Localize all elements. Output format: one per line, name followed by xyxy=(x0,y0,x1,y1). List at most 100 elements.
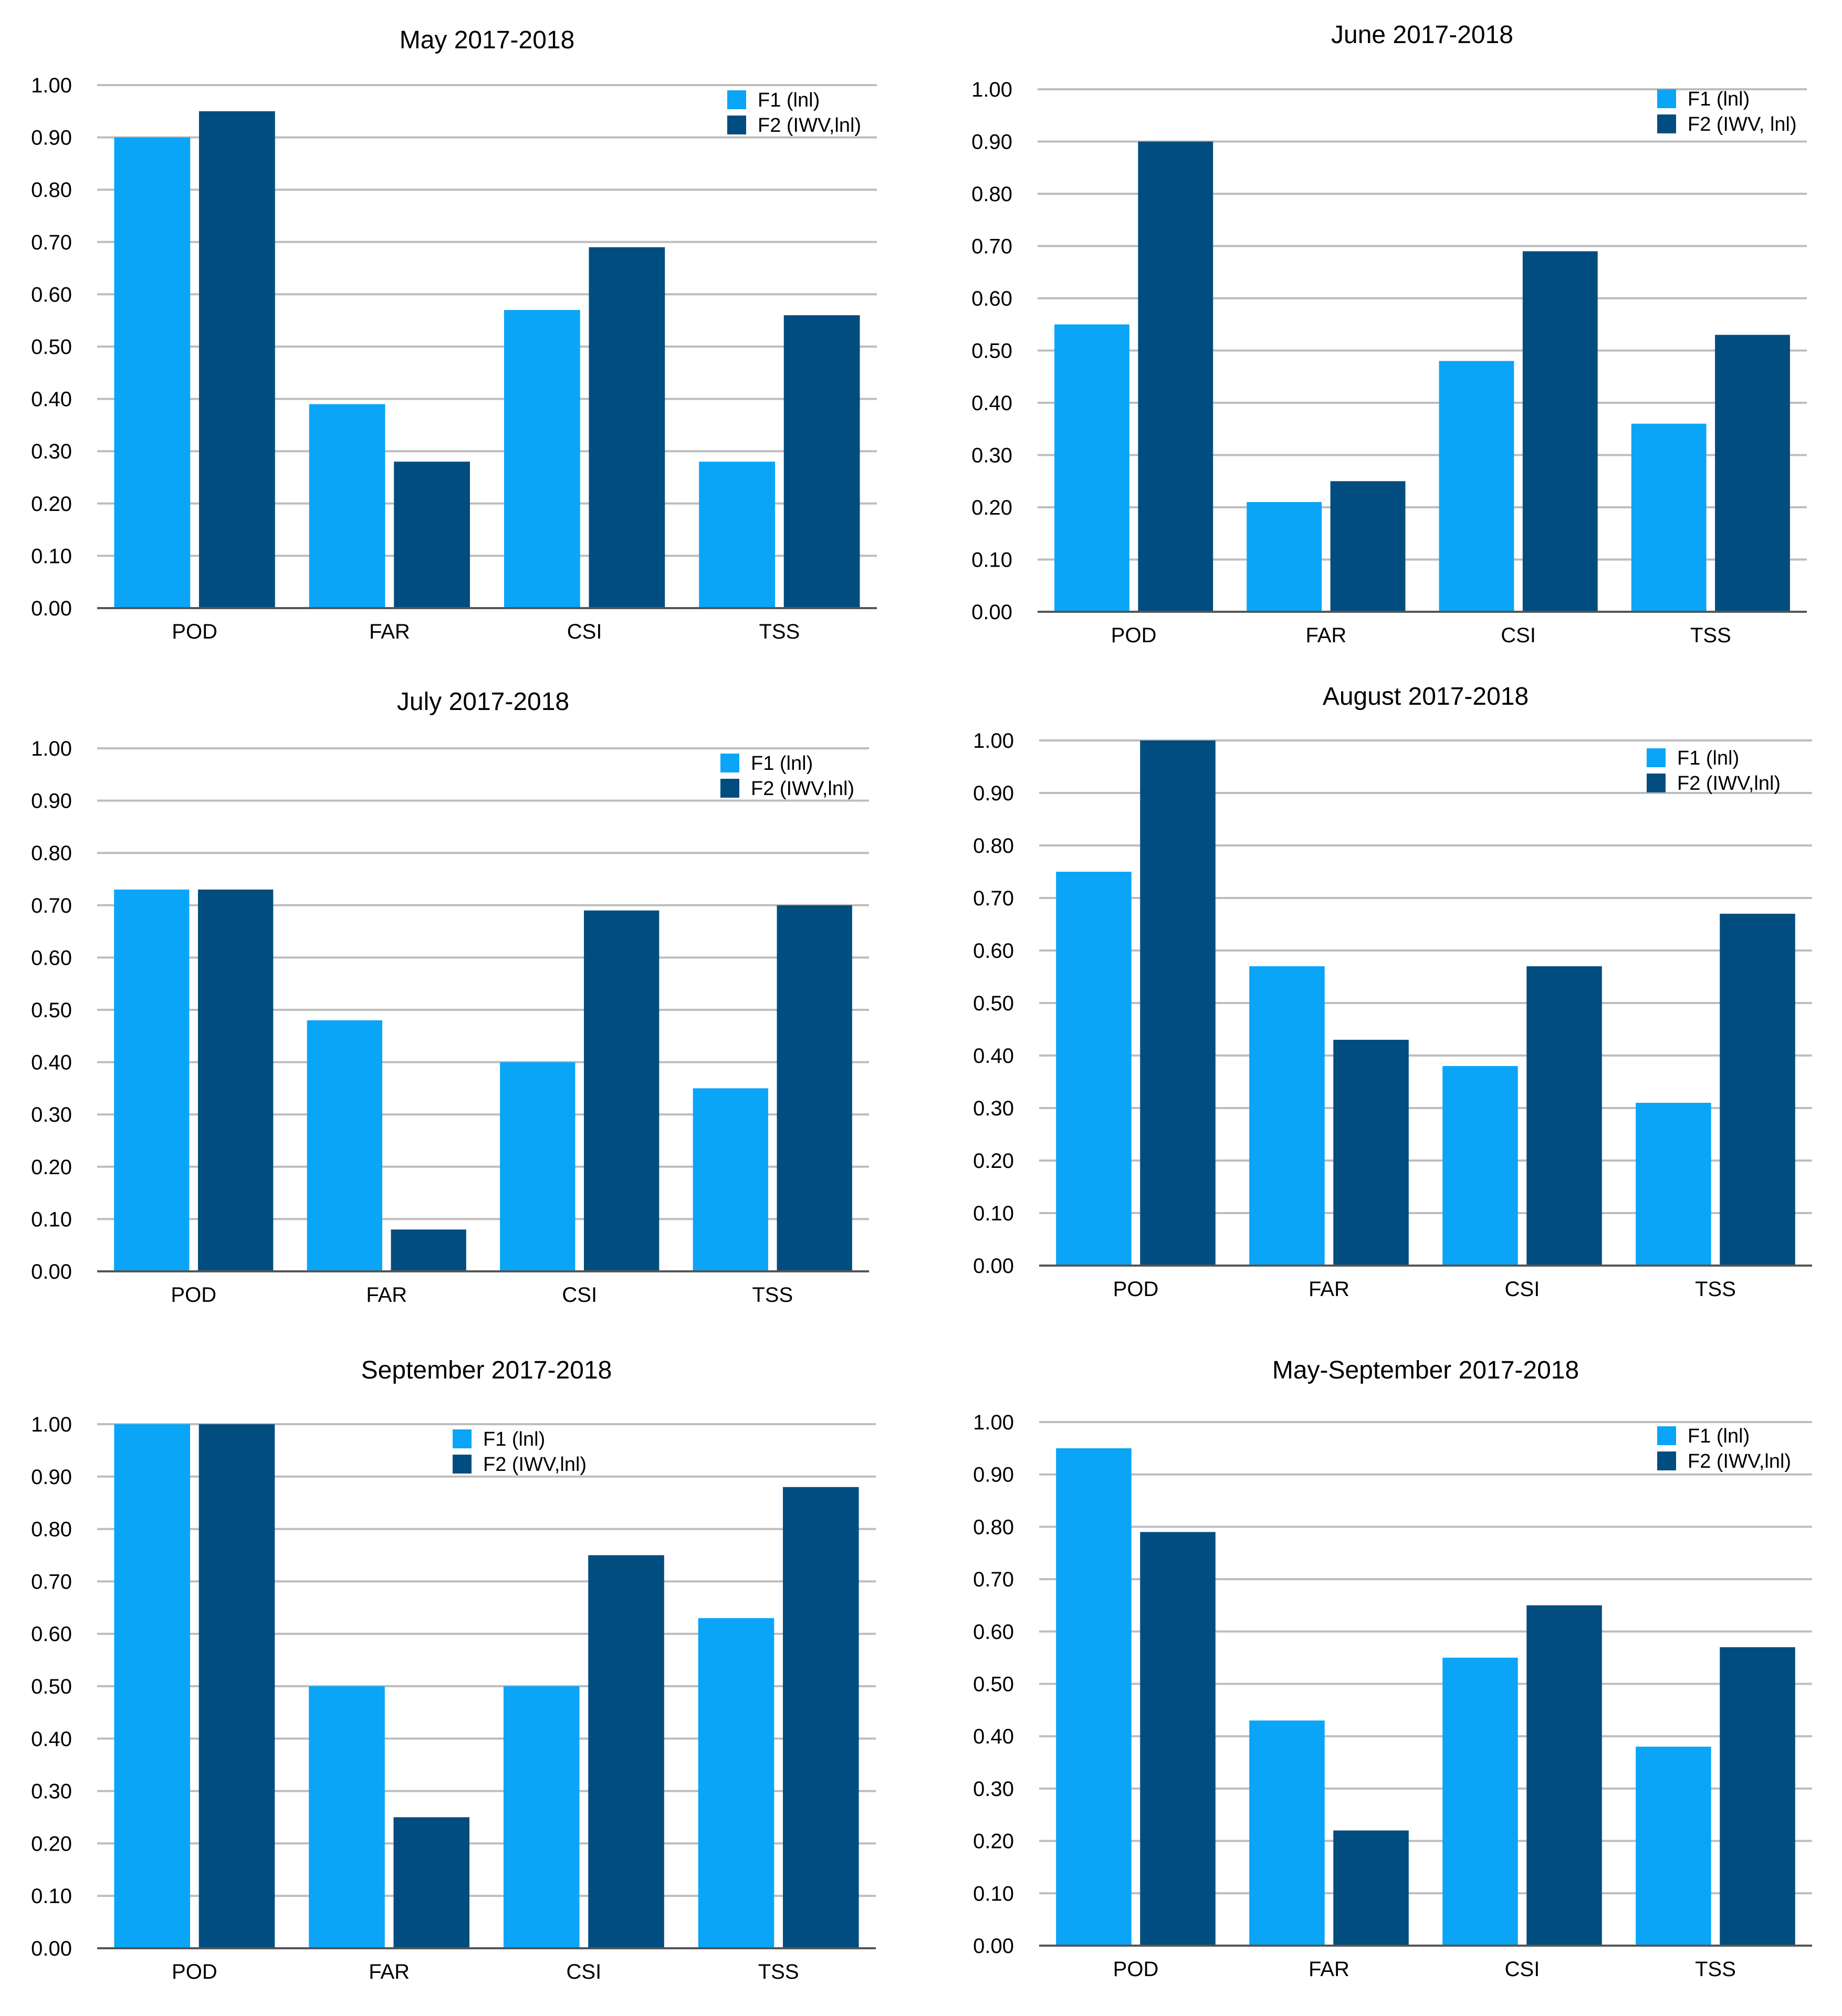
y-tick-label: 0.90 xyxy=(31,127,72,150)
chart-title: June 2017-2018 xyxy=(1331,21,1513,49)
chart-title: July 2017-2018 xyxy=(397,688,569,716)
bar-f1-csi xyxy=(503,1686,580,1948)
legend-label-f2: F2 (IWV,lnl) xyxy=(1677,772,1781,795)
legend-label-f1: F1 (lnl) xyxy=(483,1428,545,1450)
y-tick-label: 0.00 xyxy=(971,601,1012,624)
chart-svg: September 2017-2018 0.00 0.10 0.20 0.30 0.40 0… xyxy=(31,1356,876,1983)
chart-svg: July 2017-2018 0.00 0.10 0.20 0.30 0.40 0.50 0.… xyxy=(31,688,869,1307)
x-tick-label: CSI xyxy=(567,620,602,643)
y-tick-label: 0.80 xyxy=(971,183,1012,206)
bar-f1-tss xyxy=(698,1618,775,1948)
y-tick-label: 0.60 xyxy=(31,946,72,969)
x-tick-label: TSS xyxy=(758,1960,799,1983)
bar-f2-tss xyxy=(777,905,852,1271)
y-tick-label: 0.00 xyxy=(973,1935,1014,1958)
y-tick-label: 0.50 xyxy=(31,1675,72,1698)
x-tick-label: CSI xyxy=(1501,624,1536,647)
bar-f2-tss xyxy=(1720,1647,1795,1946)
y-tick-label: 0.60 xyxy=(31,1623,72,1646)
y-tick-label: 0.80 xyxy=(973,1516,1014,1539)
legend-label-f1: F1 (lnl) xyxy=(751,753,813,775)
y-tick-label: 0.10 xyxy=(31,545,72,568)
chart-august: August 2017-2018 0.00 0.10 0.20 0.30 0.40 0.50… xyxy=(921,667,1842,1334)
bar-f2-csi xyxy=(1522,251,1598,612)
bar-f2-far xyxy=(391,1229,466,1271)
bar-f2-csi xyxy=(584,910,660,1271)
legend-label-f2: F2 (IWV, lnl) xyxy=(1688,113,1797,135)
y-tick-label: 0.40 xyxy=(31,1728,72,1751)
bar-f2-pod xyxy=(198,111,275,609)
bar-f1-pod xyxy=(1056,872,1132,1266)
legend-label-f2: F2 (IWV,lnl) xyxy=(483,1454,587,1476)
bar-f1-far xyxy=(1247,502,1322,612)
bar-f1-csi xyxy=(1439,361,1514,612)
bar-f2-far xyxy=(394,462,470,608)
chart-june: June 2017-2018 0.00 0.10 0.20 0.30 0.40 0.50 0.… xyxy=(921,0,1842,667)
y-tick-label: 0.00 xyxy=(31,1937,72,1960)
y-tick-label: 0.20 xyxy=(971,496,1012,519)
y-tick-label: 0.70 xyxy=(973,1568,1014,1591)
legend-swatch-f1 xyxy=(727,90,746,109)
y-tick-label: 0.90 xyxy=(973,782,1014,805)
chart-title: May 2017-2018 xyxy=(400,26,575,54)
x-tick-label: POD xyxy=(1111,624,1157,647)
y-tick-label: 0.70 xyxy=(31,1570,72,1593)
y-tick-label: 0.80 xyxy=(31,842,72,865)
legend-label-f1: F1 (lnl) xyxy=(1688,1425,1750,1447)
y-tick-label: 0.50 xyxy=(31,336,72,359)
bar-f2-far xyxy=(1330,481,1406,612)
bar-f1-csi xyxy=(504,310,580,608)
y-tick-label: 0.30 xyxy=(31,440,72,463)
y-tick-label: 0.10 xyxy=(31,1885,72,1908)
y-tick-label: 0.70 xyxy=(973,887,1014,910)
y-tick-label: 0.00 xyxy=(31,597,72,620)
legend-swatch-f2 xyxy=(727,116,746,134)
legend-swatch-f1 xyxy=(453,1429,472,1448)
chart-title: August 2017-2018 xyxy=(1323,683,1529,711)
y-tick-label: 1.00 xyxy=(973,1411,1014,1434)
y-tick-label: 0.90 xyxy=(31,1466,72,1489)
y-tick-label: 0.70 xyxy=(31,894,72,917)
bar-f1-tss xyxy=(699,462,776,608)
bar-f1-tss xyxy=(1636,1103,1711,1266)
y-tick-label: 0.20 xyxy=(31,493,72,516)
bar-f2-far xyxy=(1333,1830,1409,1946)
x-tick-label: CSI xyxy=(562,1283,597,1307)
bar-f1-pod xyxy=(114,137,191,609)
chart-svg: June 2017-2018 0.00 0.10 0.20 0.30 0.40 0.50 0.… xyxy=(971,21,1807,647)
bar-f1-pod xyxy=(114,1424,191,1948)
x-tick-label: CSI xyxy=(1505,1278,1540,1301)
y-tick-label: 1.00 xyxy=(31,737,72,760)
x-tick-label: TSS xyxy=(1695,1278,1736,1301)
legend-label-f2: F2 (IWV,lnl) xyxy=(1688,1450,1791,1472)
y-tick-label: 0.00 xyxy=(973,1255,1014,1278)
bar-f1-tss xyxy=(693,1088,768,1271)
bar-f2-pod xyxy=(198,889,274,1271)
bar-f1-csi xyxy=(1442,1657,1518,1946)
y-tick-label: 0.80 xyxy=(973,834,1014,858)
bar-f1-tss xyxy=(1631,423,1707,612)
y-tick-label: 0.50 xyxy=(973,992,1014,1015)
x-tick-label: TSS xyxy=(1690,624,1731,647)
y-tick-label: 0.10 xyxy=(973,1882,1014,1905)
bar-f2-far xyxy=(1333,1040,1409,1266)
chart-svg: August 2017-2018 0.00 0.10 0.20 0.30 0.40 0.50… xyxy=(973,683,1812,1301)
x-tick-label: TSS xyxy=(752,1283,793,1307)
y-tick-label: 0.60 xyxy=(973,939,1014,963)
y-tick-label: 0.20 xyxy=(31,1156,72,1179)
bar-f2-tss xyxy=(1720,914,1795,1266)
x-tick-label: FAR xyxy=(1309,1278,1349,1301)
legend-label-f1: F1 (lnl) xyxy=(1688,88,1750,110)
y-tick-label: 0.40 xyxy=(971,392,1012,415)
bar-f2-csi xyxy=(1526,966,1602,1266)
chart-september: September 2017-2018 0.00 0.10 0.20 0.30 0.40 0… xyxy=(0,1334,921,2016)
x-tick-label: TSS xyxy=(759,620,800,643)
y-tick-label: 0.50 xyxy=(971,340,1012,363)
bar-f1-far xyxy=(309,1686,385,1948)
bar-f1-far xyxy=(1249,1720,1325,1946)
x-tick-label: POD xyxy=(171,1283,216,1307)
bar-f2-csi xyxy=(588,1555,664,1948)
y-tick-label: 1.00 xyxy=(31,1413,72,1436)
y-tick-label: 0.40 xyxy=(31,388,72,411)
